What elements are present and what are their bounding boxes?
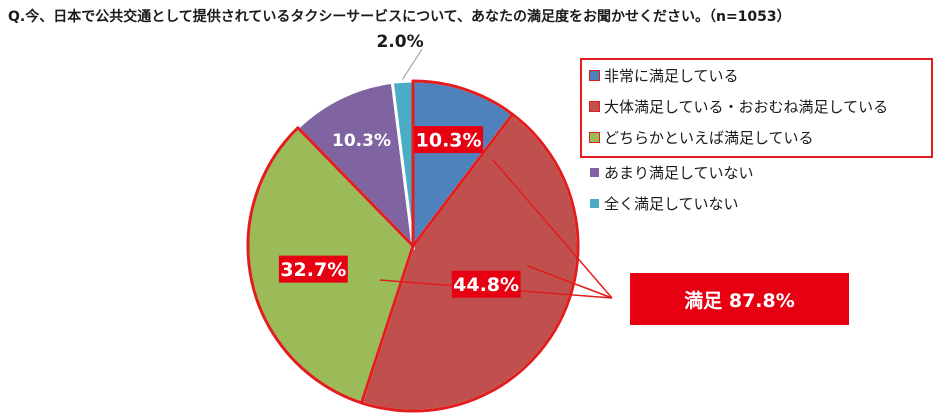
highlight-divider	[360, 245, 415, 404]
legend-item: あまり満足していない	[590, 161, 754, 183]
legend-label: どちらかといえば満足している	[604, 128, 814, 147]
legend-swatch	[589, 131, 600, 143]
highlight-outline	[246, 79, 580, 413]
legend-swatch	[590, 198, 599, 208]
data-label: 10.3%	[416, 130, 482, 152]
legend-highlight-frame	[580, 58, 933, 158]
legend-swatch	[589, 69, 600, 81]
legend-swatch	[590, 167, 599, 177]
chart-title: Q.今、日本で公共交通として提供されているタクシーサービスについて、あなたの満足…	[8, 9, 791, 25]
legend-label: あまり満足していない	[604, 163, 754, 182]
data-label-bg	[451, 270, 521, 298]
legend-swatch	[589, 100, 600, 112]
legend-item: どちらかといえば満足している	[589, 126, 814, 148]
legend-label: 大体満足している・おおむね満足している	[604, 97, 889, 116]
legend-label: 全く満足していない	[604, 194, 739, 213]
data-label: 44.8%	[453, 274, 519, 296]
legend-label: 非常に満足している	[604, 66, 739, 85]
label-leader	[402, 48, 423, 80]
data-label-bg	[278, 255, 348, 283]
leader-line	[527, 265, 613, 299]
leader-line	[492, 159, 613, 299]
legend-item: 非常に満足している	[589, 64, 739, 86]
legend-item: 大体満足している・おおむね満足している	[589, 95, 889, 117]
satisfaction-callout: 満足 87.8%	[630, 273, 849, 325]
data-label: 2.0%	[377, 32, 424, 52]
data-label-bg	[414, 126, 484, 154]
data-label: 32.7%	[280, 259, 346, 281]
highlight-divider	[411, 113, 514, 247]
legend-item: 全く満足していない	[590, 192, 739, 214]
data-label: 10.3%	[332, 131, 391, 151]
pie-slice	[295, 80, 416, 251]
